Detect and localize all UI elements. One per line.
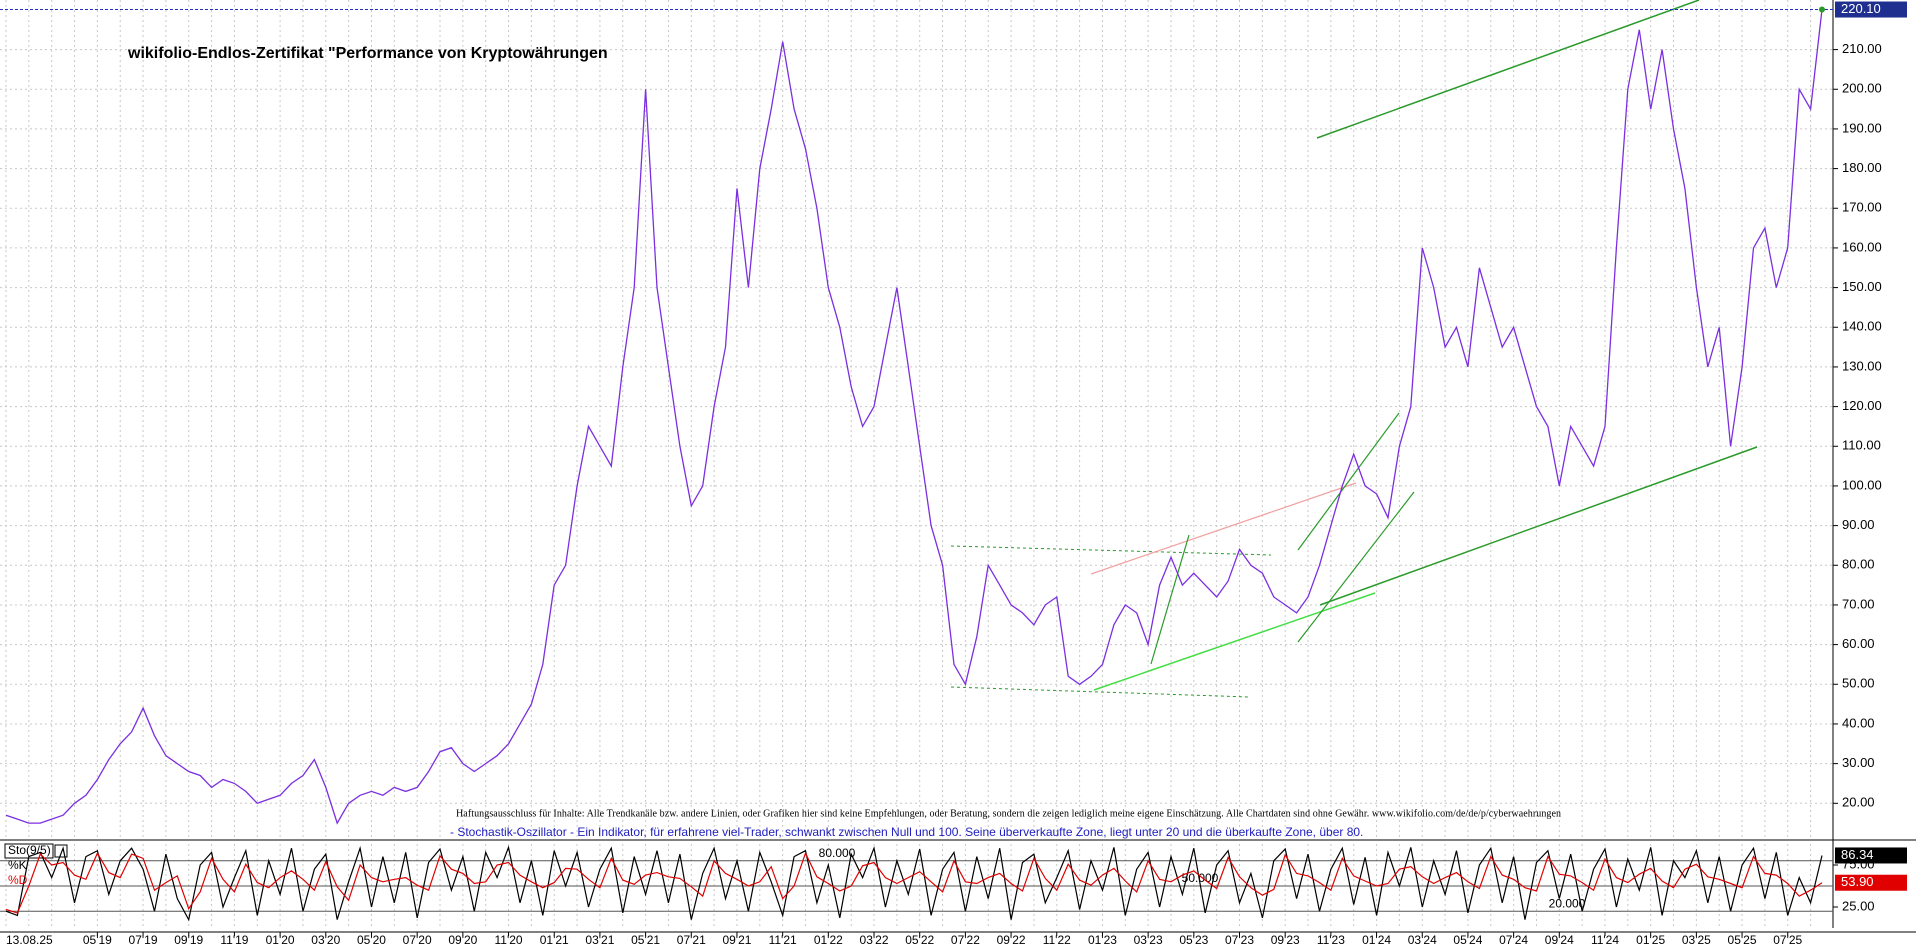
x-tick-label: 07'25: [1773, 933, 1802, 947]
legend-label: %D: [8, 873, 28, 887]
x-tick-label: 05'20: [357, 933, 386, 947]
trend-line: [1297, 412, 1400, 551]
x-tick-label: 03'21: [585, 933, 614, 947]
trend-line: [1090, 482, 1357, 575]
trend-line: [1150, 534, 1190, 665]
series-line: [5, 9, 1823, 825]
x-tick-label: 05'24: [1453, 933, 1482, 947]
y-tick-label: 25.00: [1842, 898, 1875, 913]
y-tick-label: 210.00: [1842, 41, 1882, 56]
x-tick-label: 05'22: [905, 933, 934, 947]
x-tick-label: 07'22: [951, 933, 980, 947]
x-tick-label: 01'21: [540, 933, 569, 947]
trend-line: [1297, 491, 1415, 643]
disclaimer: Haftungsausschluss für Inhalte: Alle Tre…: [456, 808, 1561, 819]
x-tick-label: 01'24: [1362, 933, 1391, 947]
y-tick-label: 30.00: [1842, 755, 1875, 770]
y-tick-label: 20.00: [1842, 795, 1875, 810]
x-tick-label: 05'25: [1728, 933, 1757, 947]
x-tick-label: 03'25: [1682, 933, 1711, 947]
x-tick-label: 05'21: [631, 933, 660, 947]
trend-line: [1319, 446, 1758, 606]
x-tick-label: 01'23: [1088, 933, 1117, 947]
x-tick-label: 11'22: [1043, 933, 1071, 947]
x-tick-label: 07'23: [1225, 933, 1254, 947]
x-tick-label: 07'24: [1499, 933, 1528, 947]
trend-line: [950, 545, 1272, 556]
x-tick-label: 03'23: [1134, 933, 1163, 947]
trend-line: [1093, 592, 1376, 691]
current-value-label: 53.90: [1841, 874, 1874, 889]
legend-label: %K: [8, 858, 27, 872]
series-line: [5, 845, 1823, 922]
x-tick-label: 09'22: [997, 933, 1026, 947]
current-value-label: 86.34: [1841, 847, 1874, 862]
level-label: 20.000: [1549, 896, 1586, 910]
y-tick-label: 60.00: [1842, 636, 1875, 651]
x-tick-label: 09'24: [1545, 933, 1574, 947]
chart-title: wikifolio-Endlos-Zertifikat "Performance…: [127, 45, 608, 62]
x-tick-label: 11'23: [1317, 933, 1345, 947]
current-value-label: 220.10: [1841, 1, 1881, 16]
y-tick-label: 200.00: [1842, 81, 1882, 96]
y-tick-label: 80.00: [1842, 557, 1875, 572]
x-tick-label: 11'20: [494, 933, 522, 947]
trend-line: [950, 686, 1250, 698]
x-tick-label: 07'21: [677, 933, 706, 947]
current-value-box: [1835, 847, 1907, 864]
x-tick-label: 09'20: [448, 933, 477, 947]
date-label: 13.08.25: [6, 933, 53, 947]
x-tick-label: 11'24: [1591, 933, 1619, 947]
indicator-title: Sto(9/5): [8, 843, 51, 857]
x-tick-label: 03'24: [1408, 933, 1437, 947]
x-tick-label: 09'23: [1271, 933, 1300, 947]
y-tick-label: 170.00: [1842, 200, 1882, 215]
current-value-box: [1835, 874, 1907, 891]
y-tick-label: 50.00: [1842, 676, 1875, 691]
y-tick-label: 70.00: [1842, 596, 1875, 611]
y-tick-label: 130.00: [1842, 358, 1882, 373]
x-tick-label: 07'19: [129, 933, 158, 947]
x-tick-label: 01'22: [814, 933, 843, 947]
y-tick-label: 180.00: [1842, 160, 1882, 175]
x-tick-label: 01'20: [266, 933, 295, 947]
x-tick-label: 03'22: [860, 933, 889, 947]
trend-lines: [950, 0, 1758, 698]
series-line: [5, 851, 1823, 914]
y-tick-label: 90.00: [1842, 517, 1875, 532]
indicator-description: - Stochastik-Oszillator - Ein Indikator,…: [450, 825, 1363, 839]
x-tick-label: 11'19: [220, 933, 248, 947]
level-label: 50.000: [1182, 871, 1219, 885]
y-tick-label: 140.00: [1842, 319, 1882, 334]
current-value-dot: [1819, 6, 1825, 13]
y-tick-label: 160.00: [1842, 239, 1882, 254]
x-tick-label: 03'20: [311, 933, 340, 947]
y-tick-label: 120.00: [1842, 398, 1882, 413]
y-tick-label: 150.00: [1842, 279, 1882, 294]
x-tick-label: 01'25: [1636, 933, 1665, 947]
x-tick-label: 09'21: [722, 933, 751, 947]
current-value-box: [1835, 1, 1907, 18]
level-label: 80.000: [819, 846, 856, 860]
y-tick-label: 100.00: [1842, 477, 1882, 492]
x-tick-label: 05'23: [1179, 933, 1208, 947]
y-tick-label: 40.00: [1842, 715, 1875, 730]
x-tick-label: 07'20: [403, 933, 432, 947]
trend-line: [1316, 0, 1700, 139]
y-tick-label: 190.00: [1842, 120, 1882, 135]
x-tick-label: 05'19: [83, 933, 112, 947]
y-tick-label: 110.00: [1842, 438, 1881, 453]
x-tick-label: 09'19: [174, 933, 203, 947]
x-tick-label: 11'21: [769, 933, 797, 947]
